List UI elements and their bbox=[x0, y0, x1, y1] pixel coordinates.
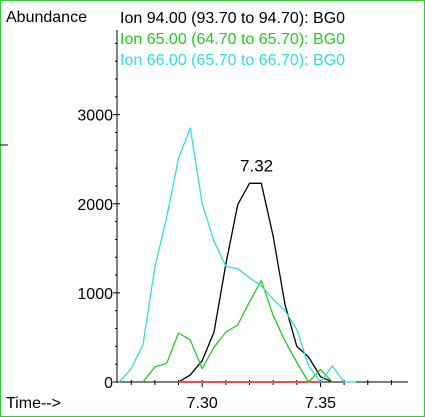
peak-annotation: 7.32 bbox=[240, 156, 273, 175]
legend-entry-ion-65: Ion 65.00 (64.70 to 65.70): BG0 bbox=[120, 31, 346, 48]
series-line-2 bbox=[118, 127, 356, 383]
x-tick-label: 7.35 bbox=[305, 395, 336, 412]
legend-entry-ion-66: Ion 66.00 (65.70 to 66.70): BG0 bbox=[120, 52, 346, 69]
axes-group bbox=[113, 30, 408, 387]
legend-entry-ion-94: Ion 94.00 (93.70 to 94.70): BG0 bbox=[120, 10, 346, 27]
x-axis-label: Time--> bbox=[6, 395, 61, 412]
y-tick-label: 2000 bbox=[77, 197, 113, 214]
series-line-1 bbox=[142, 279, 333, 383]
series-group bbox=[118, 127, 356, 383]
y-axis-label: Abundance bbox=[6, 9, 87, 26]
y-tick-label: 1000 bbox=[77, 286, 113, 303]
x-tick-label: 7.30 bbox=[187, 395, 218, 412]
series-line-0 bbox=[178, 182, 333, 383]
y-tick-label: 3000 bbox=[77, 108, 113, 125]
labels-group: 0 1000 2000 3000 7.30 7.35 Time--> 7.32 bbox=[6, 108, 336, 412]
y-tick-label: 0 bbox=[104, 375, 113, 392]
